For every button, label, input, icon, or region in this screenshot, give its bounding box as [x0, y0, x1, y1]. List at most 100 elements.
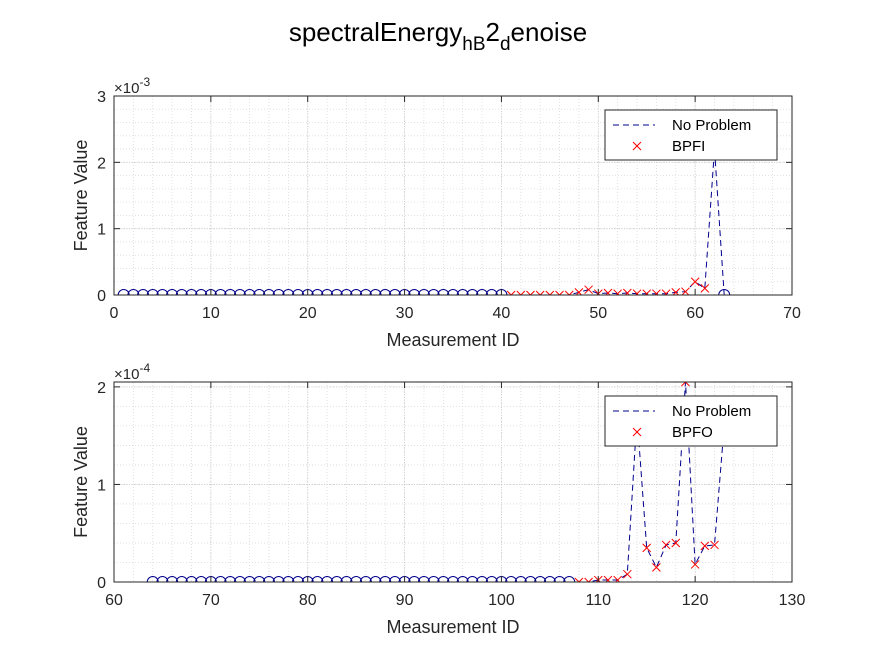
x-tick-label: 60	[686, 305, 704, 322]
y-exponent-label: ×10-4	[114, 361, 150, 383]
no-problem-point	[224, 576, 237, 582]
legend-fault-label: BPFI	[672, 138, 705, 155]
axes-box	[113, 381, 793, 583]
y-tick-label: 2	[97, 155, 106, 172]
no-problem-point	[282, 576, 295, 582]
no-problem-point	[447, 289, 459, 295]
no-problem-point	[330, 289, 343, 295]
no-problem-point	[466, 576, 479, 582]
legend-fault-label: BPFO	[672, 424, 713, 441]
fault-point	[671, 538, 681, 548]
no-problem-point	[117, 289, 130, 295]
no-problem-point	[175, 576, 188, 582]
no-problem-point	[146, 289, 159, 295]
x-tick-label: 30	[396, 305, 414, 322]
y-tick-label: 0	[97, 575, 106, 592]
no-problem-point	[485, 576, 498, 582]
x-tick-label: 120	[682, 592, 709, 609]
fault-point	[661, 289, 671, 295]
no-problem-point	[485, 289, 498, 295]
fault-point	[700, 284, 710, 293]
axes-box	[113, 95, 793, 296]
x-tick-label: 90	[396, 592, 414, 609]
no-problem-point	[311, 576, 324, 582]
x-axis-label: Measurement ID	[386, 330, 519, 350]
fault-point	[564, 290, 574, 295]
x-tick-label: 100	[488, 592, 515, 609]
no-problem-point	[350, 289, 363, 295]
fault-point	[632, 289, 642, 295]
figure-title: spectralEnergyhB2denoise	[289, 17, 587, 55]
no-problem-point	[543, 576, 556, 582]
no-problem-point	[185, 576, 198, 582]
no-problem-point	[195, 576, 208, 582]
no-problem-point	[214, 289, 227, 295]
fault-point	[690, 560, 700, 569]
no-problem-point	[456, 576, 469, 582]
no-problem-point	[417, 576, 430, 582]
y-tick-label: 1	[97, 222, 106, 239]
no-problem-point	[195, 289, 208, 295]
y-tick-label: 2	[97, 380, 106, 397]
no-problem-point	[369, 576, 382, 582]
no-problem-point	[214, 576, 227, 582]
no-problem-point	[262, 289, 275, 295]
no-problem-point	[224, 289, 237, 295]
fault-point	[681, 287, 690, 295]
fault-point	[516, 290, 526, 295]
no-problem-point	[447, 576, 459, 582]
no-problem-point	[243, 576, 256, 582]
no-problem-point	[243, 289, 256, 295]
x-tick-label: 70	[202, 592, 220, 609]
fault-point	[622, 288, 632, 295]
no-problem-point	[262, 576, 275, 582]
no-problem-point	[166, 576, 179, 582]
no-problem-point	[456, 289, 469, 295]
fault-point	[526, 290, 535, 295]
no-problem-point	[233, 289, 246, 295]
x-tick-label: 0	[110, 305, 119, 322]
fault-point	[584, 577, 593, 582]
no-problem-point	[379, 576, 392, 582]
no-problem-point	[505, 576, 518, 582]
x-tick-label: 50	[589, 305, 607, 322]
x-tick-label: 70	[783, 305, 801, 322]
no-problem-point	[185, 289, 198, 295]
fault-point	[681, 382, 690, 387]
x-tick-label: 80	[299, 592, 317, 609]
no-problem-point	[437, 576, 450, 582]
fault-point	[574, 287, 584, 295]
legend-box	[604, 395, 778, 447]
y-axis-label: Feature Value	[71, 426, 91, 538]
no-problem-point	[563, 576, 576, 582]
x-tick-label: 110	[586, 592, 612, 609]
no-problem-point	[369, 289, 382, 295]
y-tick-label: 3	[97, 89, 106, 106]
legend-no-problem-label: No Problem	[672, 403, 751, 420]
no-problem-point	[427, 576, 440, 582]
series-no-problem-line	[123, 149, 725, 295]
no-problem-point	[282, 289, 295, 295]
plot-bottom: 60 70 80 90 100 110 120 130 0 1 2 ×10-4 Measurement …	[71, 361, 805, 637]
no-problem-point	[417, 289, 430, 295]
no-problem-point	[340, 576, 353, 582]
no-problem-point	[553, 576, 566, 582]
no-problem-point	[253, 289, 266, 295]
no-problem-point	[427, 289, 440, 295]
plot-top: 0 10 20 30 40 50 60 70 0 1 2 3 ×10-3 Measurement ID Fe…	[71, 75, 801, 350]
fault-point	[652, 289, 661, 295]
series-no-problem-line	[152, 382, 725, 582]
no-problem-point	[476, 289, 489, 295]
fault-point	[613, 289, 623, 295]
no-problem-point	[476, 576, 489, 582]
fault-point	[622, 569, 632, 579]
fault-point	[690, 277, 700, 287]
no-problem-point	[156, 576, 169, 582]
no-problem-point	[408, 576, 421, 582]
no-problem-point	[137, 289, 150, 295]
no-problem-point	[321, 576, 334, 582]
no-problem-point	[272, 576, 285, 582]
fault-point	[642, 543, 652, 553]
y-tick-label: 0	[97, 288, 106, 305]
